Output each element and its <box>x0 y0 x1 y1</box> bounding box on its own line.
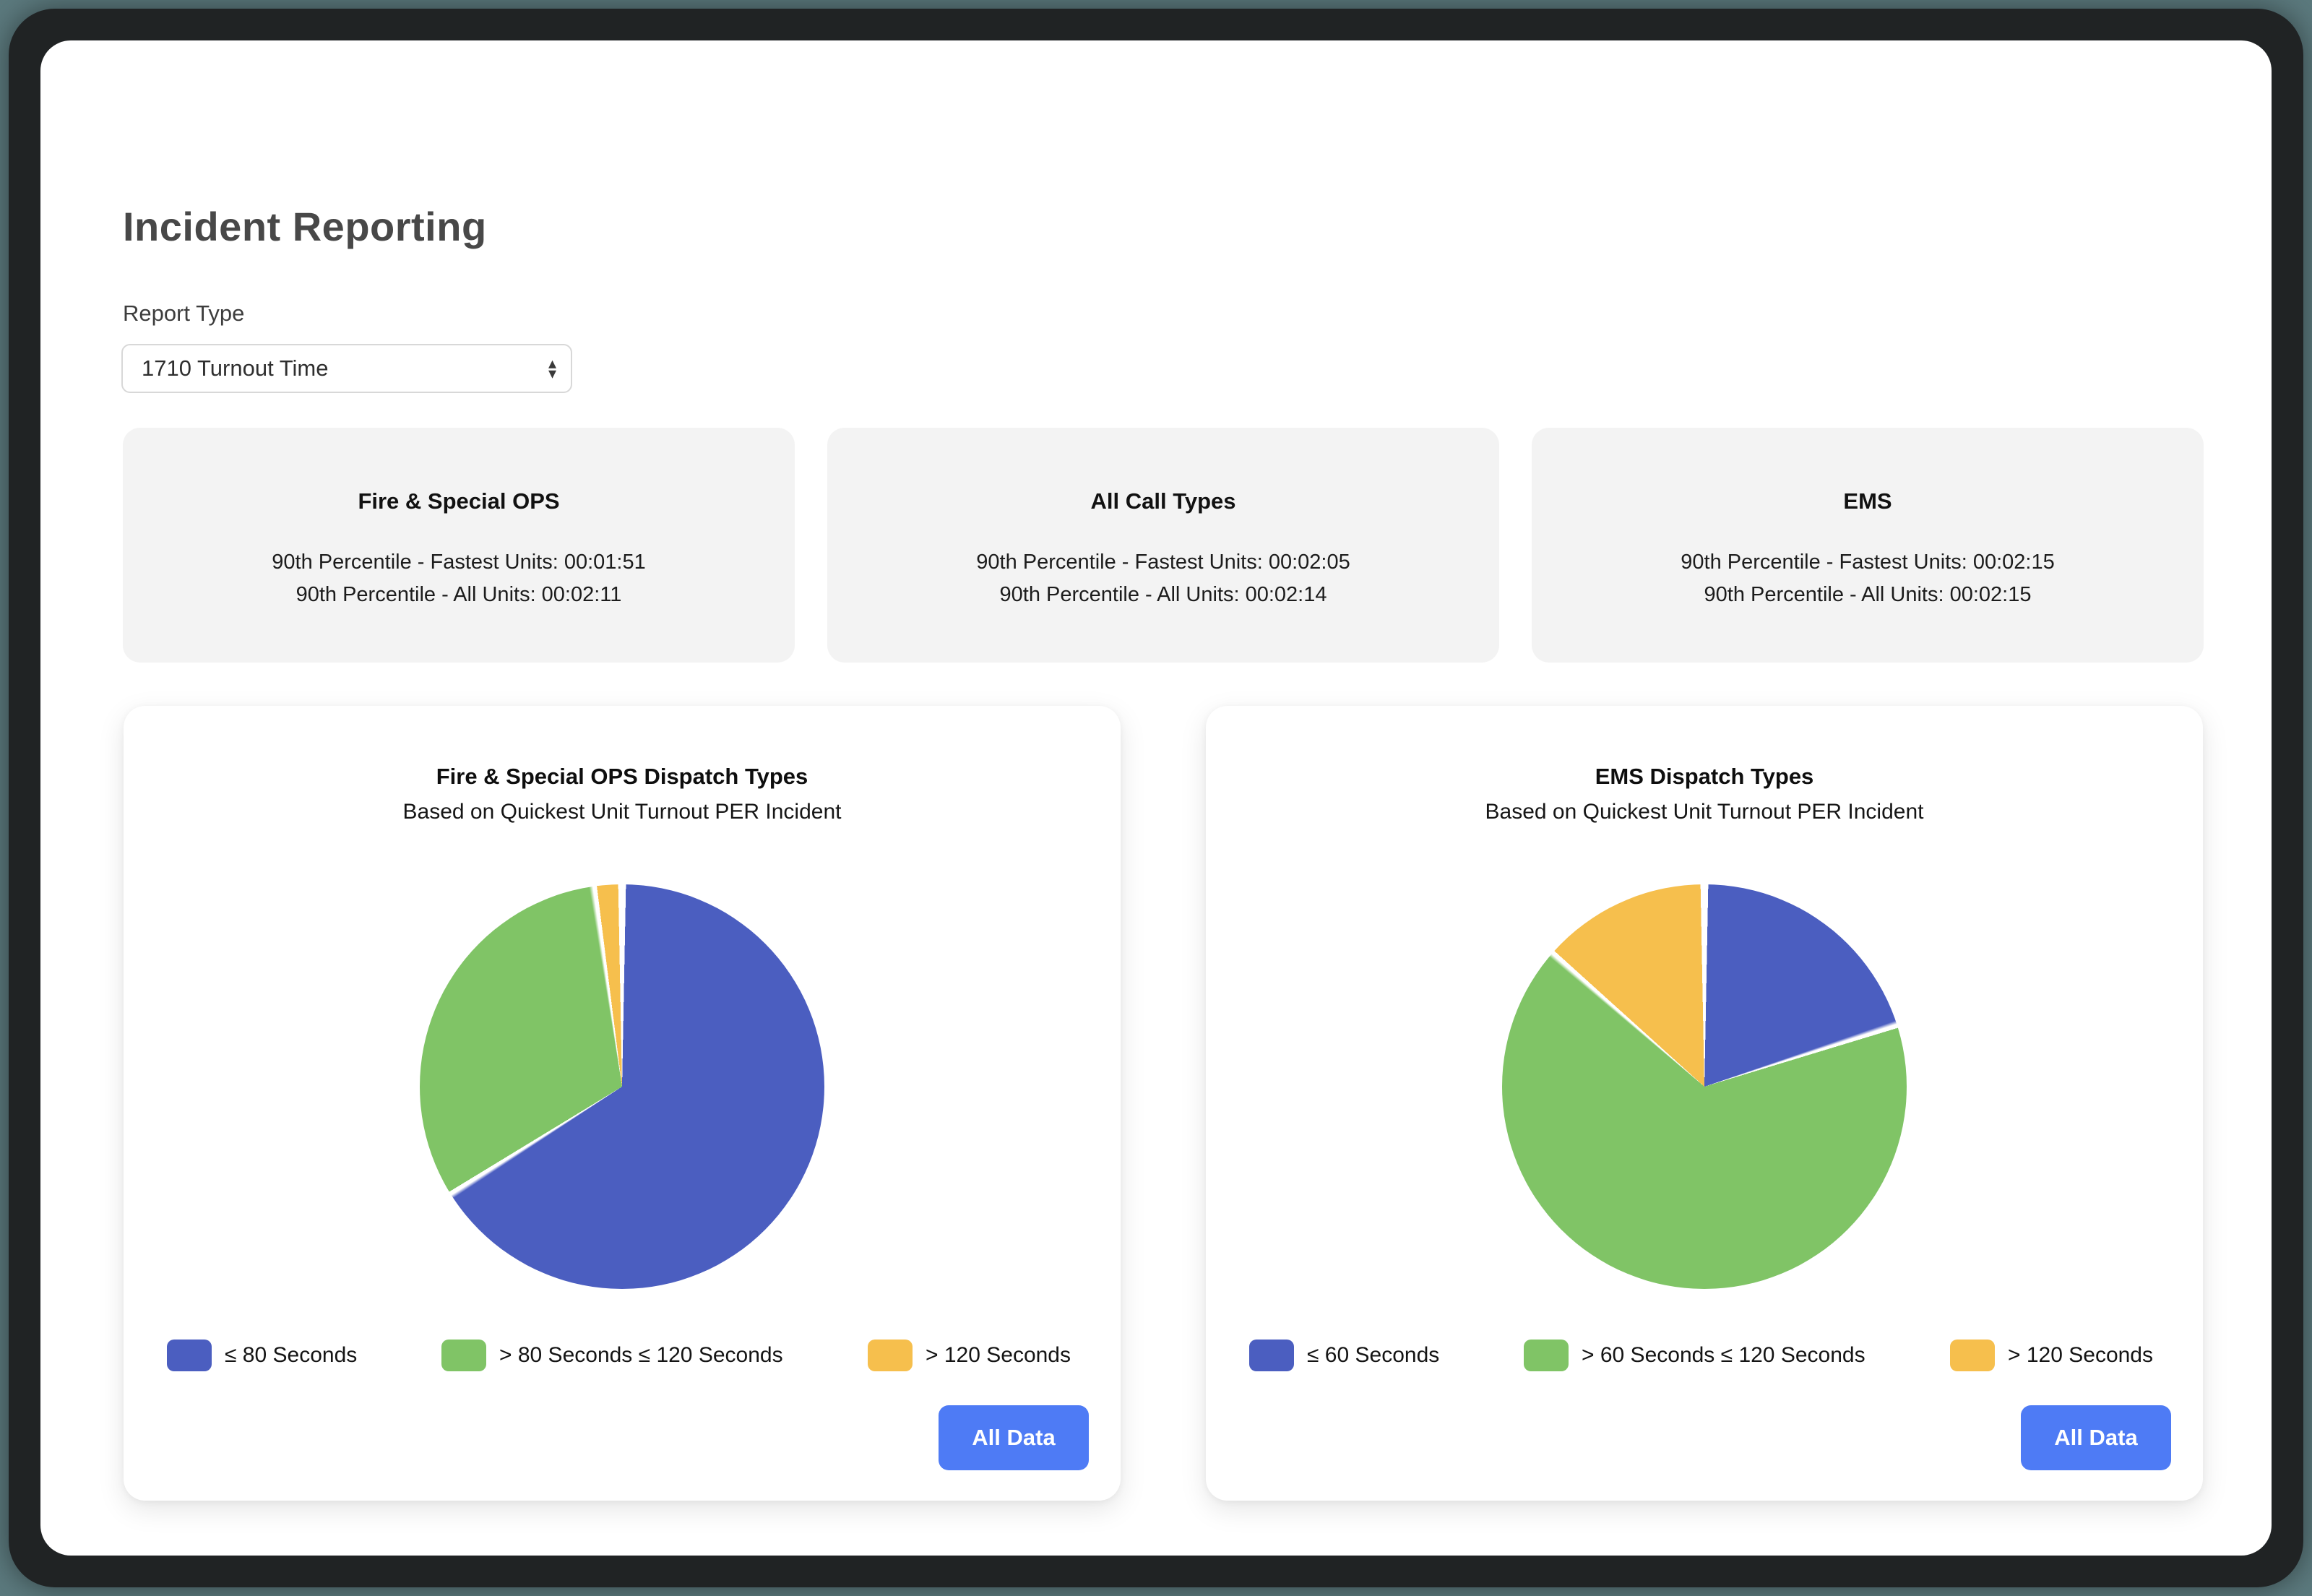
stat-line-all-units: 90th Percentile - All Units: 00:02:11 <box>296 583 622 606</box>
stat-line-fastest-units: 90th Percentile - Fastest Units: 00:01:5… <box>272 551 646 574</box>
pie-chart-ems <box>1502 884 1907 1289</box>
stat-card-fire-special-ops: Fire & Special OPS 90th Percentile - Fas… <box>123 428 795 663</box>
stat-card-all-call-types: All Call Types 90th Percentile - Fastest… <box>827 428 1499 663</box>
legend-swatch-green <box>1524 1340 1569 1371</box>
window-frame: Incident Reporting Report Type 1710 Turn… <box>9 9 2303 1587</box>
legend-swatch-yellow <box>868 1340 913 1371</box>
stat-line-fastest-units: 90th Percentile - Fastest Units: 00:02:0… <box>976 551 1350 574</box>
legend-swatch-yellow <box>1950 1340 1995 1371</box>
stat-line-all-units: 90th Percentile - All Units: 00:02:15 <box>1704 583 2032 606</box>
chart-card-fire-special-ops: Fire & Special OPS Dispatch Types Based … <box>124 706 1121 1501</box>
legend-item: > 60 Seconds ≤ 120 Seconds <box>1524 1339 1865 1372</box>
chart-title: EMS Dispatch Types <box>1595 764 1814 789</box>
legend-label: ≤ 60 Seconds <box>1307 1343 1440 1367</box>
chart-subtitle: Based on Quickest Unit Turnout PER Incid… <box>1485 800 1924 824</box>
legend-label: > 60 Seconds ≤ 120 Seconds <box>1582 1343 1865 1367</box>
legend-swatch-blue <box>167 1340 212 1371</box>
all-data-button[interactable]: All Data <box>939 1405 1089 1470</box>
legend-label: > 80 Seconds ≤ 120 Seconds <box>499 1343 783 1367</box>
legend-item: ≤ 60 Seconds <box>1249 1339 1439 1372</box>
legend-item: > 80 Seconds ≤ 120 Seconds <box>441 1339 783 1372</box>
legend-label: ≤ 80 Seconds <box>225 1343 358 1367</box>
legend-swatch-blue <box>1249 1340 1294 1371</box>
legend-label: > 120 Seconds <box>926 1343 1071 1367</box>
stat-line-all-units: 90th Percentile - All Units: 00:02:14 <box>999 583 1327 606</box>
legend-item: ≤ 80 Seconds <box>167 1339 357 1372</box>
stat-line-fastest-units: 90th Percentile - Fastest Units: 00:02:1… <box>1681 551 2055 574</box>
chart-card-ems: EMS Dispatch Types Based on Quickest Uni… <box>1206 706 2203 1501</box>
report-type-label: Report Type <box>123 301 245 326</box>
report-type-selected-value: 1710 Turnout Time <box>142 355 329 381</box>
stat-card-ems: EMS 90th Percentile - Fastest Units: 00:… <box>1532 428 2204 663</box>
chart-title: Fire & Special OPS Dispatch Types <box>436 764 808 789</box>
legend-item: > 120 Seconds <box>1950 1339 2153 1372</box>
legend-swatch-green <box>441 1340 486 1371</box>
summary-stats-row: Fire & Special OPS 90th Percentile - Fas… <box>123 428 2204 663</box>
page-title: Incident Reporting <box>123 204 487 249</box>
dashboard-page: Incident Reporting Report Type 1710 Turn… <box>40 40 2272 1556</box>
pie-chart-fire-special-ops <box>420 884 824 1289</box>
select-arrows-icon: ▴ ▾ <box>548 354 556 382</box>
stat-card-title: Fire & Special OPS <box>358 488 560 514</box>
stat-card-title: All Call Types <box>1090 488 1236 514</box>
report-type-select[interactable]: 1710 Turnout Time ▴ ▾ <box>121 344 572 393</box>
legend-item: > 120 Seconds <box>868 1339 1071 1372</box>
legend-label: > 120 Seconds <box>2008 1343 2153 1367</box>
chart-subtitle: Based on Quickest Unit Turnout PER Incid… <box>402 800 842 824</box>
stat-card-title: EMS <box>1843 488 1892 514</box>
all-data-button[interactable]: All Data <box>2021 1405 2171 1470</box>
